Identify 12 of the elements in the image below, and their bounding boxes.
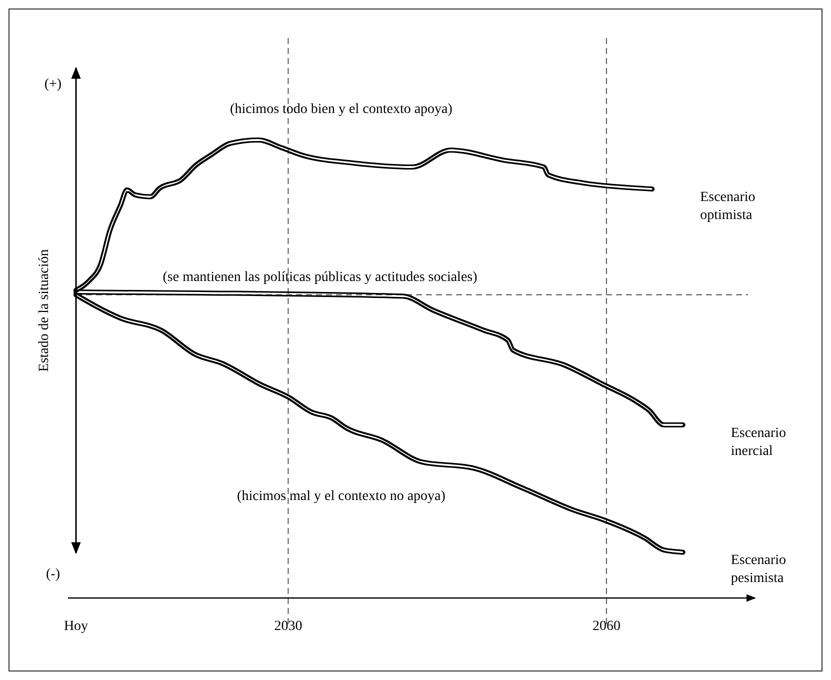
x-tick-label: Hoy <box>64 619 88 634</box>
y-axis-title: Estado de la situación <box>37 249 52 372</box>
text: Escenario optimista <box>700 190 756 224</box>
text: (+) <box>44 77 62 92</box>
annotation: (hicimos mal y el contexto no apoya) <box>237 489 446 504</box>
text: Escenario pesimista <box>730 553 786 586</box>
ref-line-label: (se mantienen las políticas públicas y actitudes sociales) <box>162 270 478 285</box>
text: (-) <box>46 567 60 582</box>
text: (hicimos todo bien y el contexto apoya) <box>230 102 453 117</box>
x-tick-label: 2030 <box>274 619 302 634</box>
text: Escenario inercial <box>730 426 786 459</box>
x-tick-label: 2060 <box>592 619 620 634</box>
